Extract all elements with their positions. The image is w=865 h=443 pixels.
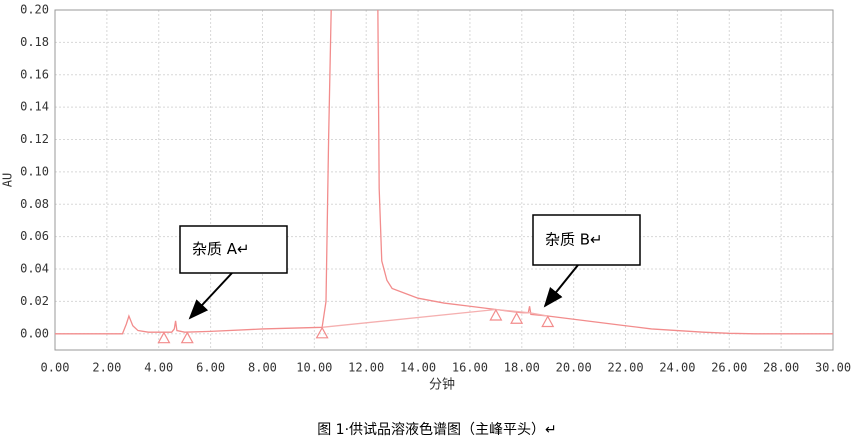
annotation-box — [179, 225, 288, 274]
x-axis-label: 分钟 — [429, 377, 455, 393]
peak-marker — [541, 315, 555, 328]
x-tick-label: 14.00 — [400, 361, 436, 375]
trace-line — [322, 308, 548, 328]
y-tick-label: 0.16 — [20, 67, 49, 81]
x-tick-label: 10.00 — [296, 361, 332, 375]
annotation-text: 杂质 B↵ — [545, 231, 603, 249]
x-tick-label: 6.00 — [196, 361, 225, 375]
x-tick-label: 30.00 — [815, 361, 851, 375]
y-tick-label: 0.08 — [20, 197, 49, 211]
y-tick-label: 0.02 — [20, 294, 49, 308]
y-tick-label: 0.00 — [20, 326, 49, 340]
y-tick-label: 0.20 — [20, 3, 49, 17]
y-tick-label: 0.04 — [20, 262, 49, 276]
peak-marker — [157, 331, 171, 344]
x-tick-label: 2.00 — [92, 361, 121, 375]
peak-marker — [315, 326, 329, 339]
peak-marker — [489, 308, 503, 321]
x-tick-label: 26.00 — [711, 361, 747, 375]
annotation-arrow — [188, 272, 233, 320]
x-tick-label: 20.00 — [556, 361, 592, 375]
peak-marker — [510, 311, 524, 324]
y-tick-label: 0.14 — [20, 100, 49, 114]
peak-marker — [180, 331, 194, 344]
plot-area — [55, 10, 833, 344]
caption: 图 1·供试品溶液色谱图（主峰平头）↵ — [317, 421, 557, 438]
x-tick-label: 0.00 — [41, 361, 70, 375]
y-tick-label: 0.10 — [20, 164, 49, 178]
x-tick-label: 18.00 — [504, 361, 540, 375]
x-tick-label: 24.00 — [659, 361, 695, 375]
y-tick-label: 0.18 — [20, 35, 49, 49]
x-tick-label: 12.00 — [348, 361, 384, 375]
x-tick-label: 16.00 — [452, 361, 488, 375]
annotation-box — [532, 214, 641, 266]
y-tick-label: 0.06 — [20, 229, 49, 243]
plot-frame — [54, 9, 834, 351]
x-tick-label: 22.00 — [607, 361, 643, 375]
x-tick-label: 28.00 — [763, 361, 799, 375]
y-axis-label: AU — [1, 173, 15, 187]
x-tick-label: 4.00 — [144, 361, 173, 375]
annotation-arrow — [543, 264, 579, 308]
x-tick-label: 8.00 — [248, 361, 277, 375]
y-tick-label: 0.12 — [20, 132, 49, 146]
trace-line — [55, 10, 833, 335]
annotation-text: 杂质 A↵ — [192, 240, 250, 258]
